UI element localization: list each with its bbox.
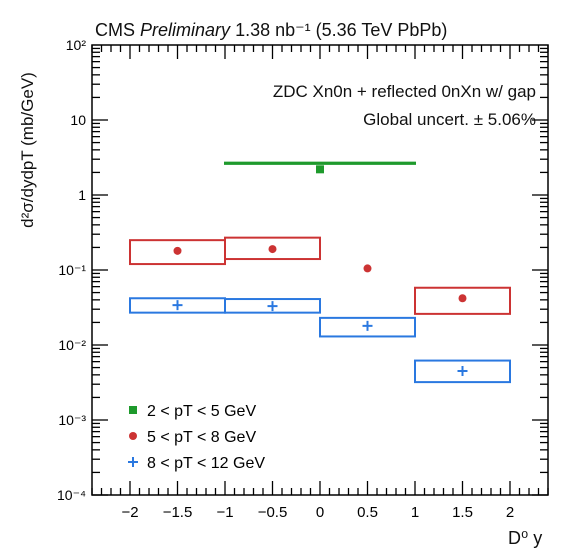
- y-tick-label: 1: [78, 187, 86, 203]
- sys-box: [414, 286, 511, 315]
- data-point: [363, 264, 372, 273]
- lumi-label: 1.38 nb⁻¹ (5.36 TeV PbPb): [235, 20, 448, 40]
- x-tick-label: 0.5: [357, 504, 378, 521]
- x-tick-label: −2: [121, 504, 138, 521]
- experiment-label: CMS: [95, 20, 135, 40]
- y-tick-label: 10⁻³: [58, 412, 86, 428]
- y-tick-label: 10²: [66, 37, 87, 53]
- legend-label: 2 < pT < 5 GeV: [147, 403, 256, 420]
- chart-header: CMS Preliminary 1.38 nb⁻¹ (5.36 TeV PbPb…: [95, 20, 447, 41]
- x-tick-label: −1: [216, 504, 233, 521]
- x-tick-label: 1: [411, 504, 419, 521]
- x-axis-label: D⁰ y: [508, 528, 543, 548]
- sys-box: [224, 298, 321, 314]
- annotation-selection: ZDC Xn0n + reflected 0nXn w/ gap: [272, 82, 536, 101]
- legend-marker: [129, 432, 137, 440]
- y-tick-label: 10⁻¹: [58, 262, 86, 278]
- y-tick-label: 10: [70, 112, 86, 128]
- sys-box: [224, 161, 416, 165]
- x-tick-label: −1.5: [163, 504, 193, 521]
- sys-box: [319, 316, 416, 338]
- x-tick-label: 0: [316, 504, 324, 521]
- sys-box: [414, 359, 511, 384]
- legend-marker: [129, 406, 137, 414]
- status-label: Preliminary: [140, 20, 231, 40]
- data-point: [316, 165, 324, 174]
- y-tick-label: 10⁻²: [58, 337, 86, 353]
- annotation-uncertainty: Global uncert. ± 5.06%: [363, 110, 536, 129]
- data-point: [268, 245, 277, 254]
- legend-label: 5 < pT < 8 GeV: [147, 429, 256, 446]
- x-tick-label: 1.5: [452, 504, 473, 521]
- sys-box: [224, 236, 321, 261]
- legend-label: 8 < pT < 12 GeV: [147, 455, 265, 472]
- x-tick-label: −0.5: [258, 504, 288, 521]
- data-point: [458, 294, 467, 303]
- y-tick-label: 10⁻⁴: [57, 487, 86, 503]
- x-tick-label: 2: [506, 504, 514, 521]
- y-axis-label: d²σ/dydpT (mb/GeV): [18, 72, 37, 228]
- data-point: [173, 246, 182, 255]
